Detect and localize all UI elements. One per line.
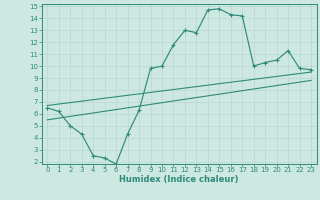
X-axis label: Humidex (Indice chaleur): Humidex (Indice chaleur)	[119, 175, 239, 184]
